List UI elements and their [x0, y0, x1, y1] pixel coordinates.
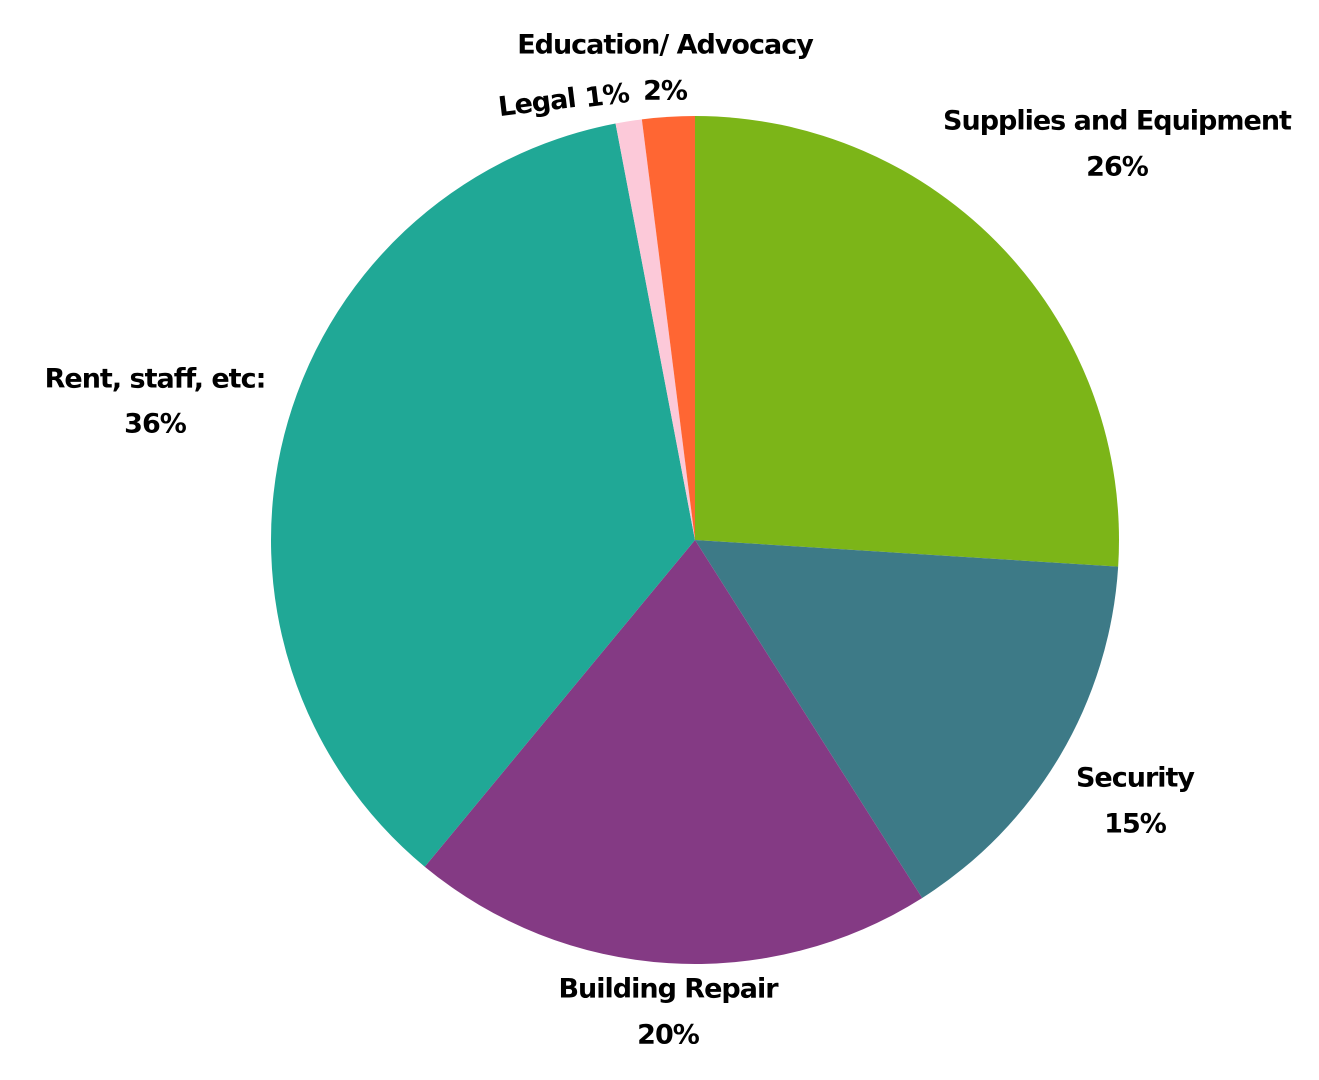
slice-label: Education/ Advocacy	[517, 30, 814, 61]
pie-slice	[695, 540, 1119, 898]
slice-value-label: 26%	[1086, 152, 1149, 183]
slice-value-label: 2%	[643, 76, 688, 107]
slice-value-label: 36%	[124, 409, 187, 440]
slice-value-label: 1%	[583, 78, 631, 114]
pie-slice	[424, 540, 923, 964]
pie-slice	[615, 119, 695, 540]
slice-label: Legal	[497, 83, 578, 123]
slice-label: Building Repair	[558, 974, 779, 1005]
pie-slice	[641, 116, 695, 540]
pie-slice	[695, 116, 1119, 567]
pie-slice	[270, 123, 695, 867]
slice-value-label: 20%	[637, 1020, 700, 1051]
slice-value-label: 15%	[1104, 809, 1167, 840]
slice-label: Security	[1076, 763, 1195, 794]
slice-label: Rent, staff, etc:	[45, 364, 266, 395]
slice-label: Supplies and Equipment	[943, 106, 1292, 137]
